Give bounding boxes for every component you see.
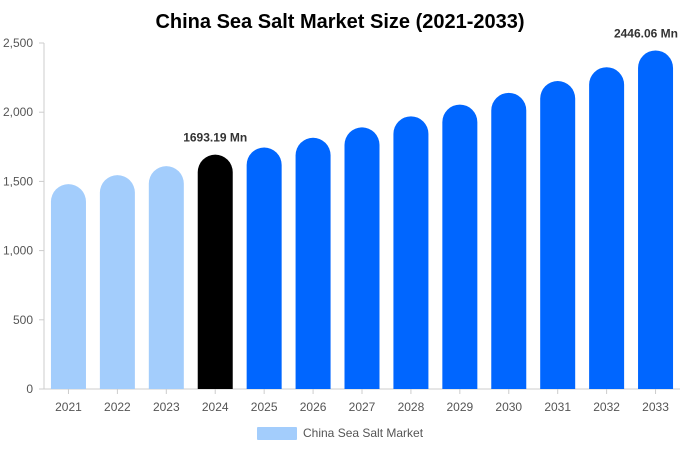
x-tick-label: 2028	[398, 400, 425, 414]
x-axis: 2021 2022 2023 2024 2025 2026 2027 2028 2029 2030…	[44, 388, 680, 414]
x-tick-label: 2025	[251, 400, 278, 414]
bar-2030[interactable]	[491, 92, 527, 389]
bar-2028[interactable]	[393, 116, 429, 390]
bar-2032[interactable]	[589, 67, 625, 389]
bar-2021[interactable]	[50, 184, 86, 389]
bar-2024[interactable]	[197, 154, 233, 389]
x-tick-label: 2021	[55, 400, 82, 414]
y-tick-label: 500	[13, 313, 33, 327]
y-tick-label: 2,000	[3, 105, 33, 119]
x-tick-label: 2033	[642, 400, 669, 414]
bar-2033[interactable]	[638, 50, 674, 389]
x-tick-label: 2027	[349, 400, 376, 414]
x-tick-label: 2030	[495, 400, 522, 414]
legend-swatch	[257, 427, 297, 440]
data-labels: 1693.19 Mn 2446.06 Mn	[183, 26, 678, 144]
bar-2025[interactable]	[246, 147, 282, 389]
y-axis: 0 500 1,000 1,500 2,000 2,500	[3, 36, 45, 396]
y-tick-label: 0	[26, 382, 33, 396]
bar-2029[interactable]	[442, 104, 478, 389]
x-tick-label: 2032	[593, 400, 620, 414]
chart-title: China Sea Salt Market Size (2021-2033)	[155, 11, 524, 33]
legend-label: China Sea Salt Market	[303, 426, 424, 440]
x-tick-label: 2029	[446, 400, 473, 414]
x-tick-label: 2024	[202, 400, 229, 414]
x-tick-label: 2026	[300, 400, 327, 414]
x-tick-label: 2022	[104, 400, 131, 414]
x-tick-label: 2023	[153, 400, 180, 414]
data-label: 1693.19 Mn	[183, 131, 247, 145]
bar-2027[interactable]	[344, 127, 380, 389]
bar-2022[interactable]	[99, 175, 135, 389]
data-label: 2446.06 Mn	[614, 26, 678, 40]
y-tick-label: 1,000	[3, 244, 33, 258]
legend[interactable]: China Sea Salt Market	[257, 426, 424, 440]
x-tick-label: 2031	[544, 400, 571, 414]
y-tick-label: 1,500	[3, 174, 33, 188]
bar-2023[interactable]	[148, 166, 184, 389]
bar-2026[interactable]	[295, 137, 331, 389]
bars	[50, 50, 674, 390]
y-tick-label: 2,500	[3, 36, 33, 50]
bar-2031[interactable]	[540, 81, 576, 389]
